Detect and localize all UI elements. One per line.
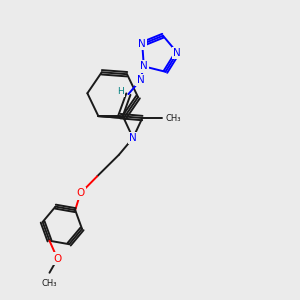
Text: N: N xyxy=(138,39,146,49)
Text: N: N xyxy=(136,75,144,85)
Text: H: H xyxy=(117,87,124,96)
Text: N: N xyxy=(173,48,181,58)
Text: CH₃: CH₃ xyxy=(42,279,57,288)
Text: O: O xyxy=(53,254,62,264)
Text: N: N xyxy=(140,61,148,71)
Text: O: O xyxy=(76,188,85,198)
Text: N: N xyxy=(129,133,137,143)
Text: CH₃: CH₃ xyxy=(165,114,181,123)
